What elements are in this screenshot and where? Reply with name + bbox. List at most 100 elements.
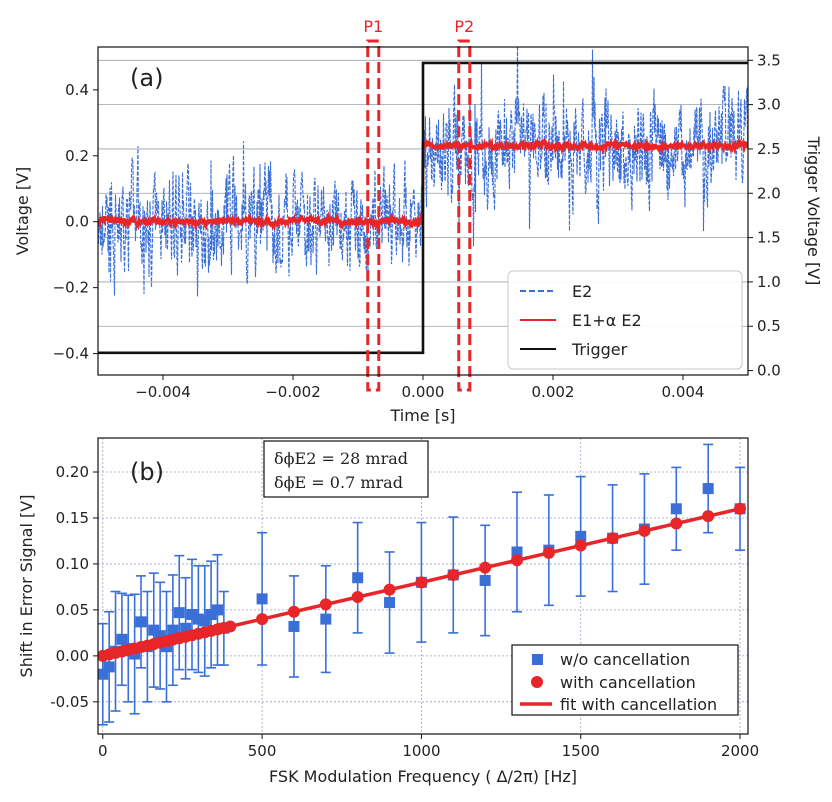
marker-boxes: P1 P2 (363, 17, 474, 392)
y2-tick-label-a: 0.0 (757, 362, 781, 380)
x-tick-label-a: −0.004 (135, 383, 191, 401)
panel-b-legend: w/o cancellation with cancellation fit w… (511, 644, 739, 716)
y-tick-label-a: 0.2 (65, 147, 89, 165)
y-tick-label-a: −0.4 (53, 345, 89, 363)
wo-cancellation-point (352, 572, 364, 584)
wo-cancellation-point (116, 633, 128, 645)
wo-cancellation-point (167, 624, 179, 636)
legend-e1-alpha-e2-label: E1+α E2 (572, 311, 642, 330)
y-tick-label-a: 0.4 (65, 81, 89, 99)
with-cancellation-point (670, 517, 683, 530)
y-tick-label-b: 0.15 (56, 509, 89, 527)
wo-cancellation-point (320, 613, 332, 625)
x-tick-label-b: 500 (248, 742, 277, 760)
legend-a-box (507, 270, 743, 370)
y-tick-label-b: 0.00 (56, 647, 89, 665)
with-cancellation-point (447, 568, 460, 581)
panel-a-x-axis-label: Time [s] (389, 406, 455, 425)
panel-b-plot-area (98, 443, 747, 726)
series-trigger-trace (98, 61, 748, 355)
panel-a-y2-axis-label: Trigger Voltage [V] (804, 136, 823, 286)
panel-a-plot-area (98, 47, 748, 355)
panel-b-frame (97, 437, 749, 735)
wo-cancellation-point (180, 622, 192, 634)
x-tick-label-b: 1000 (402, 742, 440, 760)
with-cancellation-point (415, 576, 428, 589)
wo-cancellation-point (173, 607, 185, 619)
y-tick-label-b: -0.05 (50, 693, 89, 711)
with-cancellation-point (734, 502, 747, 515)
panel-a-y-axis-label: Voltage [V] (13, 167, 32, 256)
wo-cancellation-point (186, 608, 198, 620)
wo-cancellation-point (98, 668, 109, 680)
annotation-box: δϕE2 = 28 mrad δϕE = 0.7 mrad (263, 440, 429, 498)
with-cancellation-point (574, 539, 587, 552)
y-tick-label-a: −0.2 (53, 279, 89, 297)
series-with-cancellation-markers (98, 502, 747, 662)
wo-cancellation-point (103, 661, 115, 673)
panel-b-y-axis-label: Shift in Error Signal [V] (17, 495, 36, 678)
with-cancellation-point (287, 605, 300, 618)
wo-cancellation-point (154, 630, 166, 642)
y-tick-label-b: 0.20 (56, 463, 89, 481)
panel-a-label: (a) (130, 64, 163, 92)
x-tick-label-a: 0.004 (662, 383, 705, 401)
panel-b-label: (b) (130, 458, 164, 486)
marker-box-p2 (457, 39, 472, 392)
y2-tick-label-a: 3.5 (757, 51, 781, 69)
wo-cancellation-point (702, 483, 714, 495)
panel-a-ticks: −0.004 −0.002 0.000 0.002 0.004 −0.4 −0.2 0.0 0.… (53, 51, 781, 401)
wo-cancellation-point (211, 604, 223, 616)
x-tick-label-b: 1500 (562, 742, 600, 760)
wo-cancellation-point (479, 574, 491, 586)
panel-b-x-axis-label: FSK Modulation Frequency ( Δ/2π) [Hz] (269, 767, 577, 786)
wo-cancellation-point (148, 624, 160, 636)
y2-tick-label-a: 3.0 (757, 96, 781, 114)
x-tick-label-b: 2000 (721, 742, 759, 760)
with-cancellation-point (351, 591, 364, 604)
wo-cancellation-point (192, 613, 204, 625)
marker-box-p1 (366, 39, 381, 392)
legend-with-cancellation-label: with cancellation (560, 673, 696, 692)
wo-cancellation-point (256, 593, 268, 605)
wo-cancellation-point (384, 597, 396, 609)
wo-cancellation-point (575, 530, 587, 542)
with-cancellation-point (702, 510, 715, 523)
y2-tick-label-a: 0.5 (757, 317, 781, 335)
annotation-line-1: δϕE2 = 28 mrad (274, 449, 408, 468)
with-cancellation-point (319, 598, 332, 611)
x-tick-label-a: −0.002 (265, 383, 321, 401)
x-tick-label-a: 0.002 (532, 383, 575, 401)
legend-fit-label: fit with cancellation (560, 695, 717, 714)
with-cancellation-point (510, 554, 523, 567)
y2-tick-label-a: 2.5 (757, 140, 781, 158)
panel-b-ticks: 0 500 1000 1500 2000 -0.05 0.00 0.05 0.10 0.15 0.2… (50, 463, 759, 760)
panel-a-legend: E2 E1+α E2 Trigger (507, 270, 743, 370)
with-cancellation-point (542, 546, 555, 559)
annotation-frame (263, 440, 429, 498)
with-cancellation-point (383, 583, 396, 596)
x-tick-label-a: 0.000 (402, 383, 445, 401)
with-cancellation-point (256, 613, 269, 626)
wo-cancellation-point (670, 503, 682, 515)
wo-cancellation-point (135, 616, 147, 628)
legend-wo-cancellation-label: w/o cancellation (560, 650, 690, 669)
y2-tick-label-a: 1.0 (757, 273, 781, 291)
wo-cancellation-point (205, 608, 217, 620)
legend-e2-label: E2 (572, 282, 592, 301)
wo-cancellation-point (199, 615, 211, 627)
y-tick-label-b: 0.05 (56, 601, 89, 619)
legend-wo-cancellation-swatch (532, 654, 543, 665)
y2-tick-label-a: 1.5 (757, 229, 781, 247)
annotation-line-2: δϕE = 0.7 mrad (274, 473, 403, 492)
y2-tick-label-a: 2.0 (757, 184, 781, 202)
panel-b: 0 500 1000 1500 2000 -0.05 0.00 0.05 0.10 0.15 0.2… (17, 437, 759, 786)
marker-label-p2: P2 (454, 17, 474, 36)
with-cancellation-point (479, 561, 492, 574)
x-tick-label-b: 0 (98, 742, 108, 760)
legend-with-cancellation-swatch (531, 676, 543, 688)
with-cancellation-point (638, 524, 651, 537)
wo-cancellation-point (511, 546, 523, 558)
legend-trigger-label: Trigger (571, 340, 628, 359)
